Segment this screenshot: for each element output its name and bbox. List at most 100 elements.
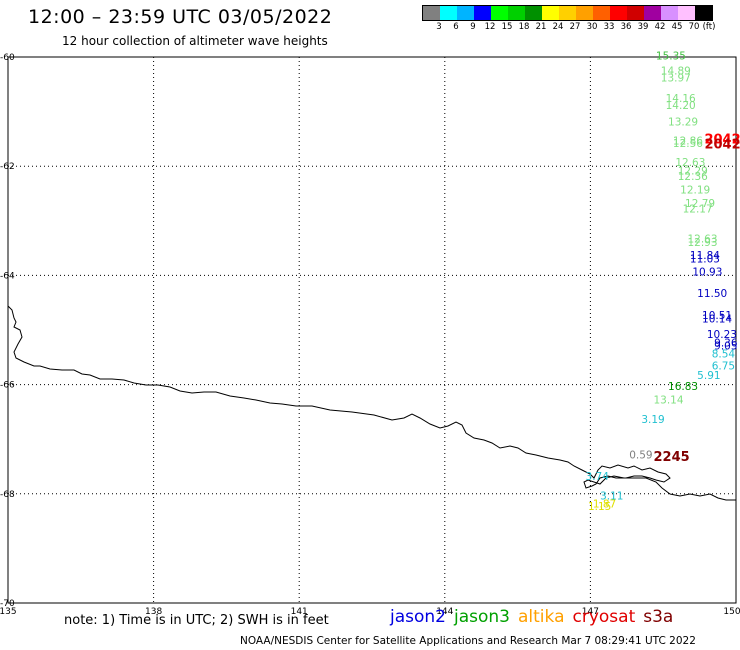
colorbar-tick-label: 9: [470, 22, 476, 32]
wave-height-value: 10.51: [702, 310, 732, 322]
colorbar-tick-label: 24: [552, 22, 564, 32]
latitude-label: -60: [0, 53, 15, 63]
colorbar-tick-label: 30: [586, 22, 598, 32]
wave-height-value: 12.19: [680, 185, 710, 197]
colorbar-swatch: [678, 6, 695, 20]
colorbar-swatch: [661, 6, 678, 20]
wave-height-value: 11.84: [690, 250, 720, 262]
wave-height-value: 10.23: [707, 329, 737, 341]
longitude-label: 150: [723, 607, 740, 617]
coastline: [7, 305, 736, 501]
colorbar-swatch: [474, 6, 491, 20]
satellite-legend-item: jason2: [390, 607, 446, 627]
latitude-label: -66: [0, 381, 15, 391]
colorbar-tick-label: 12: [484, 22, 496, 32]
pass-time-stamp: 2245: [653, 450, 689, 465]
colorbar-labels: 3 6 9 12 15 18 21 24 27 30 33 36 39 42 45 70 (ft): [422, 22, 740, 34]
colorbar-swatch: [542, 6, 559, 20]
colorbar-tick-label: 39: [637, 22, 649, 32]
map-title: 12:00 – 23:59 UTC 03/05/2022: [28, 6, 333, 28]
wave-height-value: 14.89: [661, 65, 691, 77]
latitude-label: -64: [0, 271, 15, 281]
wave-height-value: 12.29: [678, 165, 708, 177]
wave-height-value: 1.15: [588, 501, 611, 513]
colorbar-tick-label: 15: [501, 22, 513, 32]
colorbar-swatch: [627, 6, 644, 20]
credit-line: NOAA/NESDIS Center for Satellite Applica…: [240, 635, 696, 647]
wave-height-value: 10.14: [702, 313, 732, 325]
colorbar-swatch: [610, 6, 627, 20]
wave-height-value: 0.59: [629, 449, 652, 461]
wave-height-value: 10.93: [692, 266, 722, 278]
wave-height-value: 11.03: [690, 253, 720, 265]
longitude-label: 141: [291, 607, 308, 617]
wave-height-value: 12.86: [673, 135, 703, 147]
colorbar-swatch: [576, 6, 593, 20]
colorbar-swatch: [423, 6, 440, 20]
map-frame: [7, 56, 737, 604]
colorbar-tick-label: (ft): [702, 22, 716, 32]
colorbar-swatch: [559, 6, 576, 20]
wave-height-value: 16.83: [668, 381, 698, 393]
colorbar-swatch: [457, 6, 474, 20]
colorbar-swatch: [695, 6, 712, 20]
wave-height-value: 5.91: [697, 370, 720, 382]
longitude-label: 147: [582, 607, 599, 617]
colorbar-tick-label: 27: [569, 22, 581, 32]
wave-height-value: 9.05: [714, 341, 737, 353]
wave-height-value: 11.50: [697, 288, 727, 300]
wave-height-value: 14.16: [666, 93, 696, 105]
graticule: 135 138 141 144 147 150 -60 -62 -64 -66 -68 -70: [0, 53, 740, 617]
wave-height-value: 6.75: [712, 360, 735, 372]
wave-height-value: 12.56: [673, 138, 703, 150]
longitude-label: 144: [436, 607, 453, 617]
pass-time-stamp: 2042: [704, 132, 740, 147]
colorbar-swatch: [525, 6, 542, 20]
longitude-label: 138: [145, 607, 162, 617]
wave-height-value: 13.29: [668, 116, 698, 128]
wave-height-value: 13.97: [661, 73, 691, 85]
wave-height-value: 12.63: [675, 157, 705, 169]
colorbar-swatch: [593, 6, 610, 20]
wave-height-value: 9.36: [714, 337, 738, 349]
wave-height-value: 13.14: [653, 395, 683, 407]
colorbar-tick-label: 33: [603, 22, 615, 32]
wave-height-value: 8.54: [712, 348, 736, 360]
map-subtitle: 12 hour collection of altimeter wave hei…: [62, 34, 328, 48]
wave-height-value: 12.79: [685, 198, 715, 210]
wave-height-colorbar: [422, 5, 713, 21]
colorbar-tick-label: 6: [453, 22, 459, 32]
note-text: note: 1) Time is in UTC; 2) SWH is in fe…: [64, 613, 329, 628]
pass-time-stamp: 2042: [704, 138, 740, 153]
satellite-legend-item: altika: [518, 607, 565, 627]
satellite-legend-item: jason3: [454, 607, 510, 627]
colorbar-tick-label: 45: [671, 22, 683, 32]
satellite-legend-item: cryosat: [572, 607, 636, 627]
wave-height-value: 3.19: [641, 414, 664, 426]
wave-height-value: 12.63: [687, 234, 717, 246]
latitude-label: -62: [0, 162, 15, 172]
satellite-legend: jason2 jason3 altika cryosat s3a: [390, 607, 681, 627]
colorbar-tick-label: 36: [620, 22, 632, 32]
colorbar-swatch: [440, 6, 457, 20]
wave-height-value: 3.74: [586, 471, 610, 483]
colorbar-tick-label: 70: [688, 22, 700, 32]
colorbar-swatch: [508, 6, 525, 20]
wave-height-value: 14.20: [666, 100, 696, 112]
colorbar-tick-label: 21: [535, 22, 547, 32]
colorbar-swatch: [491, 6, 508, 20]
latitude-label: -68: [0, 490, 15, 500]
satellite-legend-item: s3a: [643, 607, 674, 627]
colorbar-tick-label: 3: [436, 22, 442, 32]
wave-height-value: 3.11: [600, 490, 623, 502]
wave-height-value: 12.93: [687, 237, 717, 249]
colorbar-tick-label: 18: [518, 22, 530, 32]
longitude-label: 135: [0, 607, 17, 617]
colorbar-swatch: [644, 6, 661, 20]
wave-height-value: 15.35: [656, 51, 686, 63]
latitude-label: -70: [0, 599, 15, 609]
wave-height-value: 1.87: [593, 498, 616, 510]
